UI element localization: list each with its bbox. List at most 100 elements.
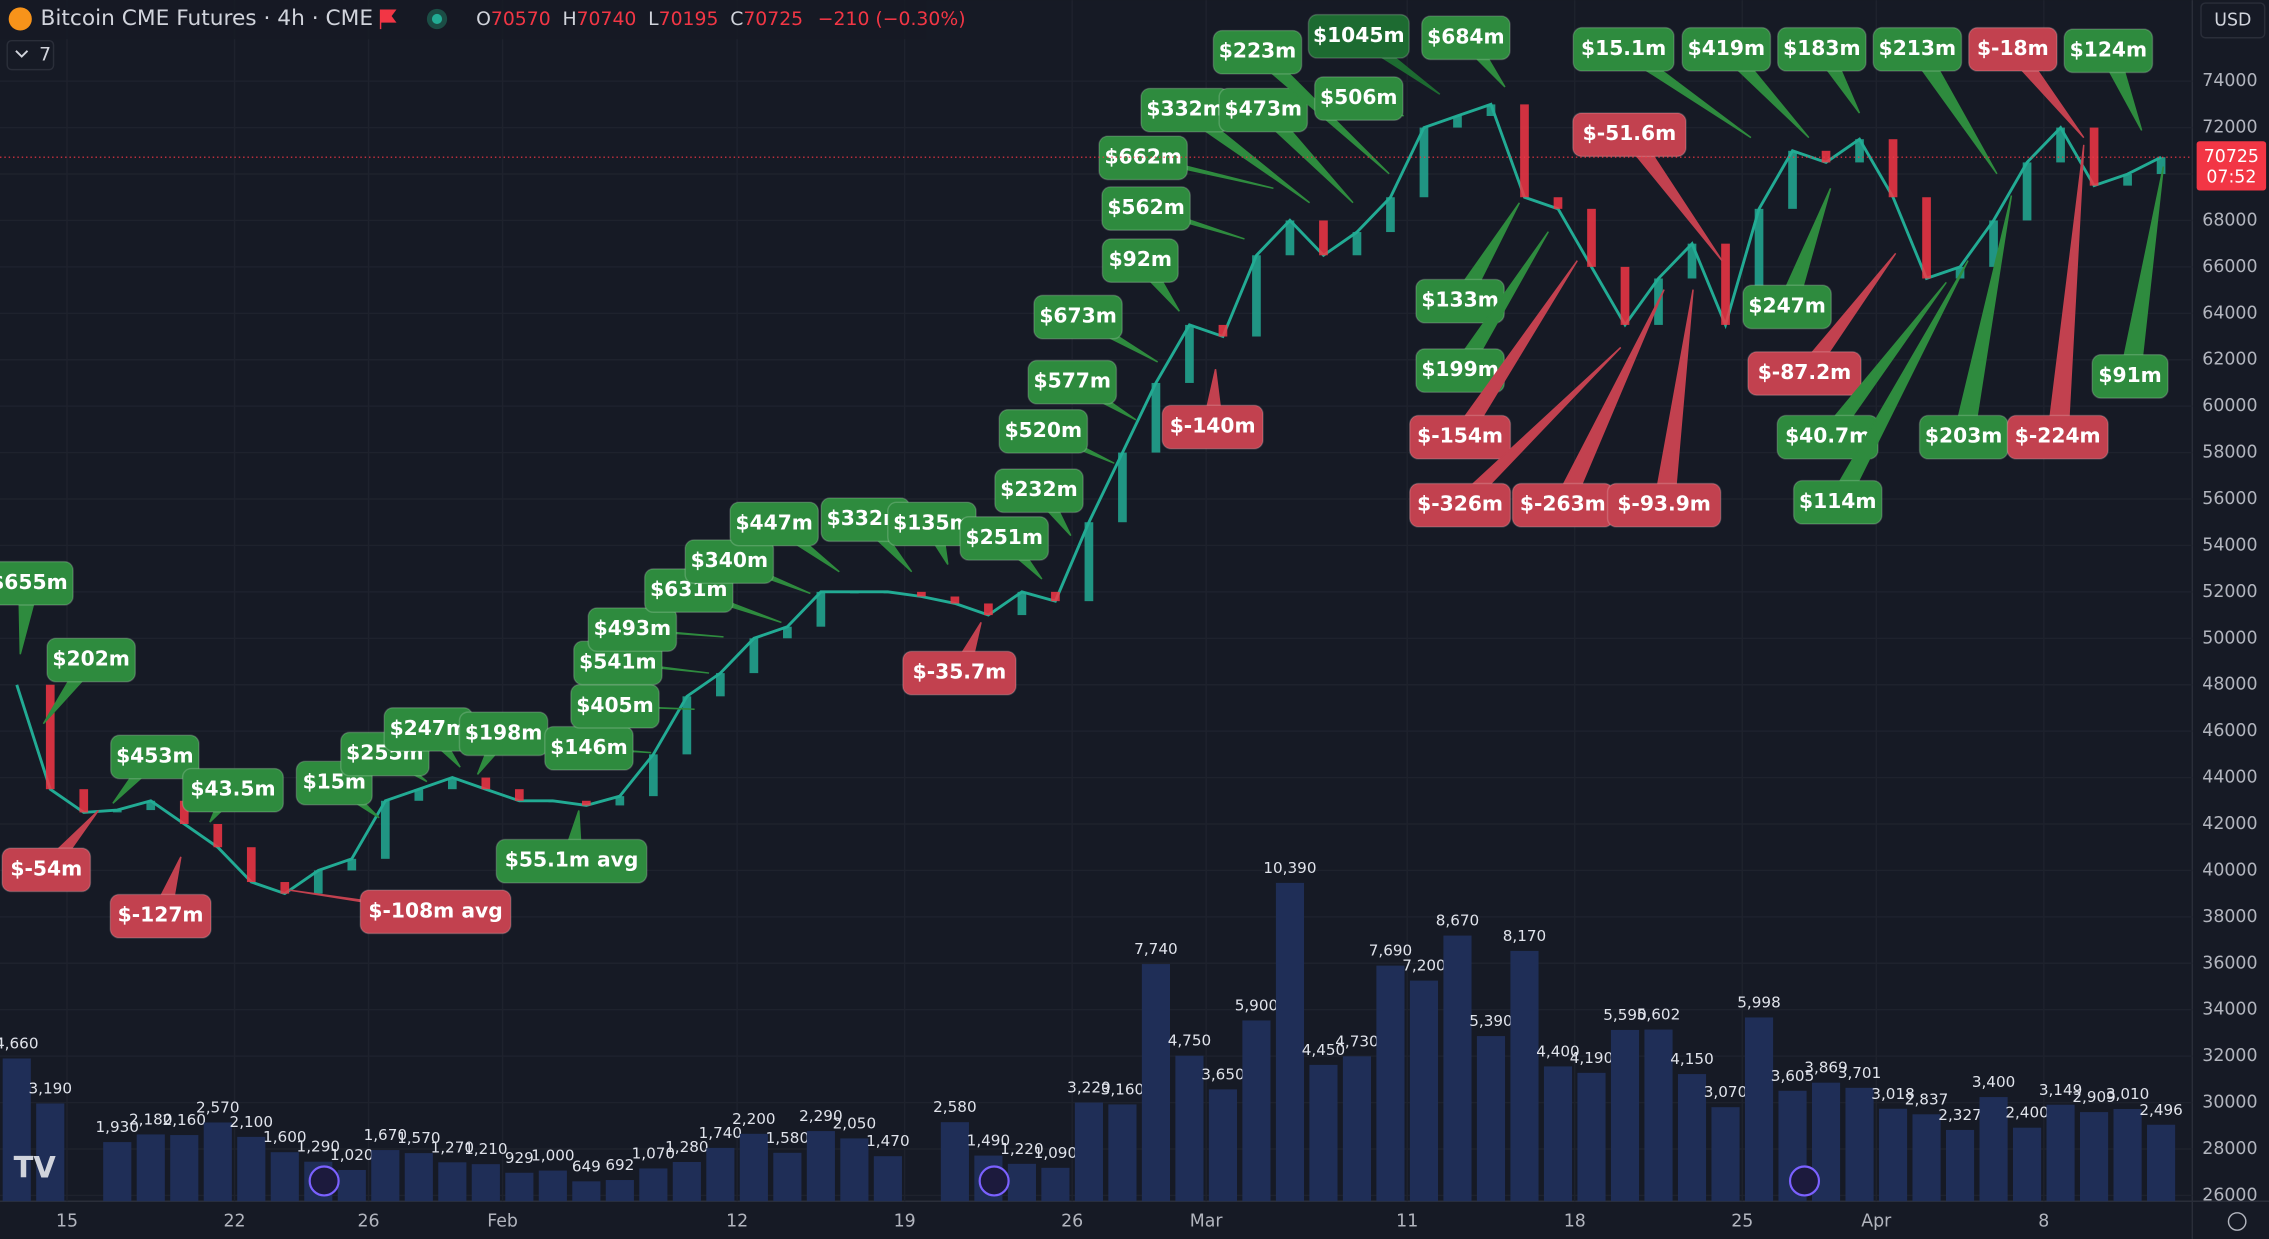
callout-label: $251m (966, 525, 1043, 549)
volume-bar (1175, 1055, 1204, 1202)
volume-label: 1,470 (866, 1132, 909, 1150)
logo[interactable]: TV (14, 1150, 57, 1184)
ohlc-value: 70570 (491, 8, 551, 29)
flow-callout: $251m (959, 516, 1050, 580)
volume-label: 4,400 (1536, 1042, 1579, 1060)
callout-label: $43.5m (190, 777, 275, 801)
volume-bar (873, 1156, 902, 1202)
ohlc: O70570 H70740 L70195 C70725 −210 (−0.30%… (476, 8, 965, 29)
callout-label: $146m (550, 735, 627, 759)
candle-body (1419, 127, 1429, 198)
callout-label: $247m (1748, 293, 1825, 317)
y-tick-label: 44000 (2202, 768, 2257, 788)
candle-body (883, 591, 893, 594)
callout-label: $213m (1879, 36, 1956, 60)
volume-label: 3,190 (29, 1080, 72, 1098)
volume-label: 2,837 (1905, 1090, 1948, 1108)
callout-label: $198m (465, 720, 542, 744)
last-time: 07:52 (2206, 167, 2256, 187)
candle-body (45, 684, 55, 790)
volume-bar (2147, 1124, 2176, 1202)
candle-body (716, 673, 725, 697)
callout-label: $203m (1925, 424, 2002, 448)
price (15, 102, 2166, 896)
callout-label: $447m (735, 510, 812, 534)
callout-label: $-263m (1520, 492, 1606, 516)
candle-body (1520, 104, 1529, 198)
event-icon[interactable] (978, 1165, 1010, 1197)
callout-label: $124m (2070, 37, 2147, 61)
volume-label: 1,600 (263, 1128, 306, 1146)
y-tick-label: 62000 (2202, 350, 2257, 370)
settings-icon[interactable] (2227, 1212, 2247, 1231)
volume-label: 1,210 (464, 1140, 507, 1158)
indicator-count[interactable]: 7 (39, 45, 51, 66)
volume-bar (1208, 1089, 1238, 1202)
candle-body (1453, 115, 1462, 128)
event-icon[interactable] (1788, 1165, 1821, 1197)
symbol-title[interactable]: Bitcoin CME Futures · 4h · CME (41, 6, 374, 31)
callout-label: $-93.9m (1617, 492, 1711, 516)
currency-button[interactable] (2200, 2, 2266, 39)
flag-icon[interactable] (379, 9, 397, 30)
y-tick-label: 38000 (2202, 907, 2257, 927)
flow-callout: $-224m (2006, 144, 2109, 460)
chevron (15, 50, 29, 58)
indicator-toggle[interactable] (6, 39, 55, 71)
volume-label: 692 (605, 1156, 634, 1174)
callout-label: $-51.6m (1583, 121, 1677, 145)
flow-callout: $405m (570, 683, 695, 729)
flow-callout: $114m (1792, 260, 1969, 525)
volume-bar (1744, 1017, 1774, 1202)
volume-label: 2,327 (1938, 1106, 1981, 1124)
volume-label: 5,998 (1737, 993, 1780, 1011)
x-tick-label: 19 (894, 1211, 916, 1231)
candle-body (1151, 382, 1161, 453)
volume-label: 1,490 (967, 1132, 1010, 1150)
y-tick-label: 40000 (2202, 860, 2257, 880)
flow-callout: $-35.7m (902, 622, 1017, 696)
y-tick-label: 68000 (2202, 210, 2257, 230)
candle-body (548, 800, 558, 803)
flow-callout: $146m (544, 725, 652, 771)
callout-label: $673m (1039, 304, 1116, 328)
callout-box (684, 539, 775, 585)
volume-bar (1878, 1108, 1908, 1202)
volume-label: 1,000 (531, 1147, 574, 1165)
candle-body (1252, 255, 1261, 337)
volume-bar (1845, 1087, 1874, 1202)
status-dot-inner (431, 13, 443, 25)
volume-label: 1,740 (699, 1124, 742, 1142)
volume-bar (1577, 1072, 1606, 1202)
callout-box (998, 408, 1089, 454)
flow-callout: $684m (1421, 15, 1511, 88)
volume-label: 7,200 (1402, 957, 1445, 975)
volume-label: 4,730 (1335, 1032, 1378, 1050)
x-tick-label: Mar (1190, 1211, 1224, 1231)
volume-label: 3,018 (1871, 1085, 1914, 1103)
x-tick-label: 22 (223, 1211, 245, 1231)
candle-body (1386, 197, 1395, 233)
callout-box (109, 734, 200, 780)
callout-label: $419m (1688, 36, 1765, 60)
volume-label: 2,100 (230, 1113, 273, 1131)
callout-label: $-35.7m (913, 660, 1007, 684)
callout-box (1747, 351, 1862, 396)
callout-box (959, 516, 1050, 561)
callout-label: $-18m (1977, 36, 2049, 60)
event-icon[interactable] (308, 1165, 340, 1197)
volume-bar (36, 1103, 65, 1202)
ohlc-change: −210 (−0.30%) (818, 8, 966, 29)
callout-label: $506m (1320, 85, 1397, 109)
flow-callout: $43.5m (181, 767, 285, 823)
y-tick-label: 28000 (2202, 1139, 2257, 1159)
volume-bar (1711, 1107, 1740, 1202)
volume-bar (1275, 882, 1305, 1202)
flow-callout: $203m (1918, 195, 2013, 460)
candle-body (112, 810, 122, 813)
x-tick-label: 25 (1731, 1211, 1753, 1231)
currency[interactable]: USD (2214, 10, 2251, 30)
y-tick-label: 36000 (2202, 953, 2257, 973)
candle-body (2056, 127, 2065, 163)
x-tick-label: Apr (1861, 1211, 1892, 1231)
